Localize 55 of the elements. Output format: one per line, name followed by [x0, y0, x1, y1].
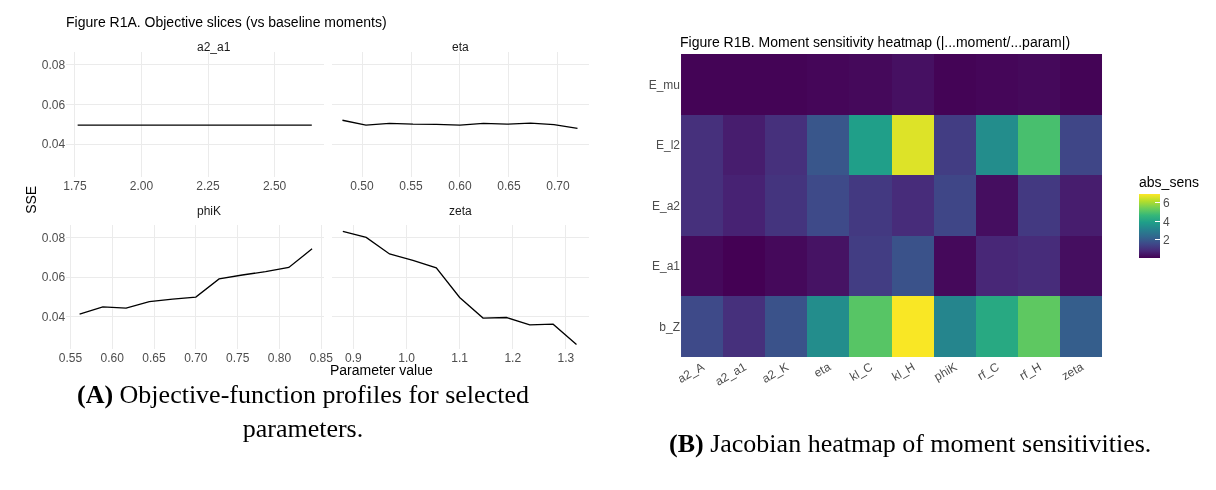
chart-title: phiK: [197, 204, 222, 218]
y-axis-title: SSE: [22, 185, 39, 214]
y-tick-label: E_mu: [648, 77, 681, 92]
x-tick-label: 0.70: [184, 351, 208, 365]
y-tick-label: E_a2: [651, 198, 681, 213]
x-tick-label: kl_H: [889, 359, 918, 384]
x-tick-label: rf_C: [974, 359, 1002, 384]
caption: Figure R1A. Objective slices (vs baseline moments): [66, 14, 387, 30]
color-bar-title: abs_sens: [1139, 173, 1199, 190]
color-bar-label: 6: [1162, 195, 1170, 210]
text: (A) Objective-function profiles for selected parameters.: [77, 380, 529, 443]
x-tick-label: 0.9: [345, 351, 363, 365]
x-tick-label: rf_H: [1017, 359, 1044, 384]
x-tick-label: 1.1: [451, 351, 469, 365]
x-tick-label: 0.60: [448, 179, 472, 193]
y-tick-label: E_l2: [655, 138, 681, 153]
x-tick-label: 1.75: [63, 179, 87, 193]
x-tick-label: 0.70: [546, 179, 570, 193]
y-tick-label: b_Z: [659, 319, 681, 334]
y-tick-label: 0.08: [41, 230, 66, 245]
x-tick-label: 1.0: [398, 351, 416, 365]
x-tick-label: 0.60: [100, 351, 125, 365]
x-tick-label: 0.55: [399, 179, 423, 193]
x-tick-label: 1.2: [504, 351, 522, 365]
text: (B) Jacobian heatmap of moment sensitivities.: [669, 429, 1152, 458]
x-tick-label: kl_C: [847, 359, 876, 384]
x-tick-label: 0.85: [309, 351, 334, 365]
x-axis-title: Parameter value: [330, 362, 433, 378]
chart-title: zeta: [449, 204, 473, 218]
y-tick-label: E_a1: [651, 259, 681, 274]
y-tick-label: 0.04: [41, 309, 66, 324]
x-tick-label: 0.75: [225, 351, 250, 365]
x-tick-label: eta: [811, 359, 834, 381]
x-tick-label: 2.50: [262, 179, 287, 193]
x-tick-label: 2.00: [129, 179, 154, 193]
x-tick-label: 0.65: [497, 179, 521, 193]
chart-title: eta: [452, 40, 470, 54]
color-bar-label: 2: [1162, 233, 1170, 248]
x-tick-label: phiK: [931, 359, 960, 384]
x-tick-label: 0.65: [142, 351, 167, 365]
line-series: [78, 248, 313, 315]
x-tick-label: a2_A: [675, 359, 707, 386]
x-tick-label: 1.3: [557, 351, 575, 365]
x-tick-label: 0.80: [267, 351, 292, 365]
y-tick-label: 0.04: [41, 137, 66, 152]
x-tick-label: zeta: [1059, 359, 1087, 384]
x-tick-label: 2.25: [196, 179, 221, 193]
x-tick-label: 0.55: [58, 351, 83, 365]
chart-title: a2_a1: [197, 40, 231, 54]
y-tick-label: 0.06: [41, 97, 66, 112]
color-bar-label: 4: [1162, 214, 1170, 229]
x-tick-label: 0.50: [350, 179, 375, 193]
chart-title: Figure R1B. Moment sensitivity heatmap (|...moment/...param|): [680, 34, 1071, 50]
y-tick-label: 0.08: [41, 58, 66, 73]
y-tick-label: 0.06: [41, 270, 66, 285]
